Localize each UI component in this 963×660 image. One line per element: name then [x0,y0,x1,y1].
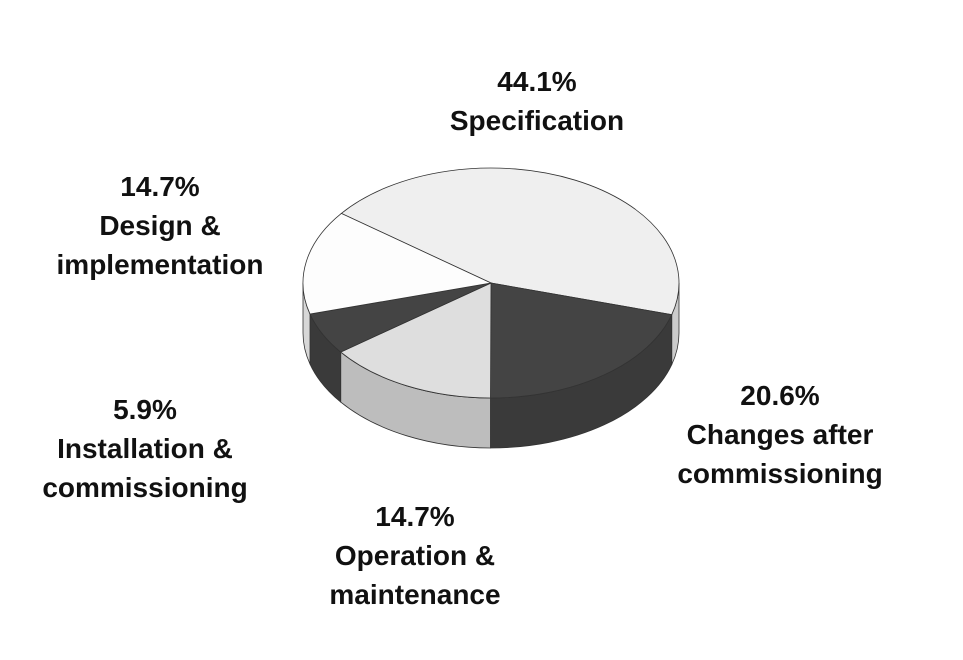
value-label: 14.7% [120,171,200,202]
slice [490,282,673,399]
value-label: 5.9% [113,394,177,425]
value-label: 20.6% [740,380,820,411]
category-label: Specification [449,105,625,136]
slice-label: 44.1% Specification [407,62,667,140]
category-label: Design & implementation [56,210,264,280]
slice [302,212,493,315]
value-label: 14.7% [375,501,455,532]
slice-label: 14.7% Design & implementation [35,167,285,284]
slice-label: 14.7% Operation & maintenance [305,497,525,614]
slice-label: 5.9% Installation & commissioning [20,390,270,507]
value-label: 44.1% [497,66,577,97]
slice [339,282,492,399]
category-label: Changes after commissioning [677,419,883,489]
category-label: Installation & commissioning [42,433,248,503]
category-label: Operation & maintenance [329,540,501,610]
slice [340,167,680,316]
slice-label: 20.6% Changes after commissioning [655,376,905,493]
